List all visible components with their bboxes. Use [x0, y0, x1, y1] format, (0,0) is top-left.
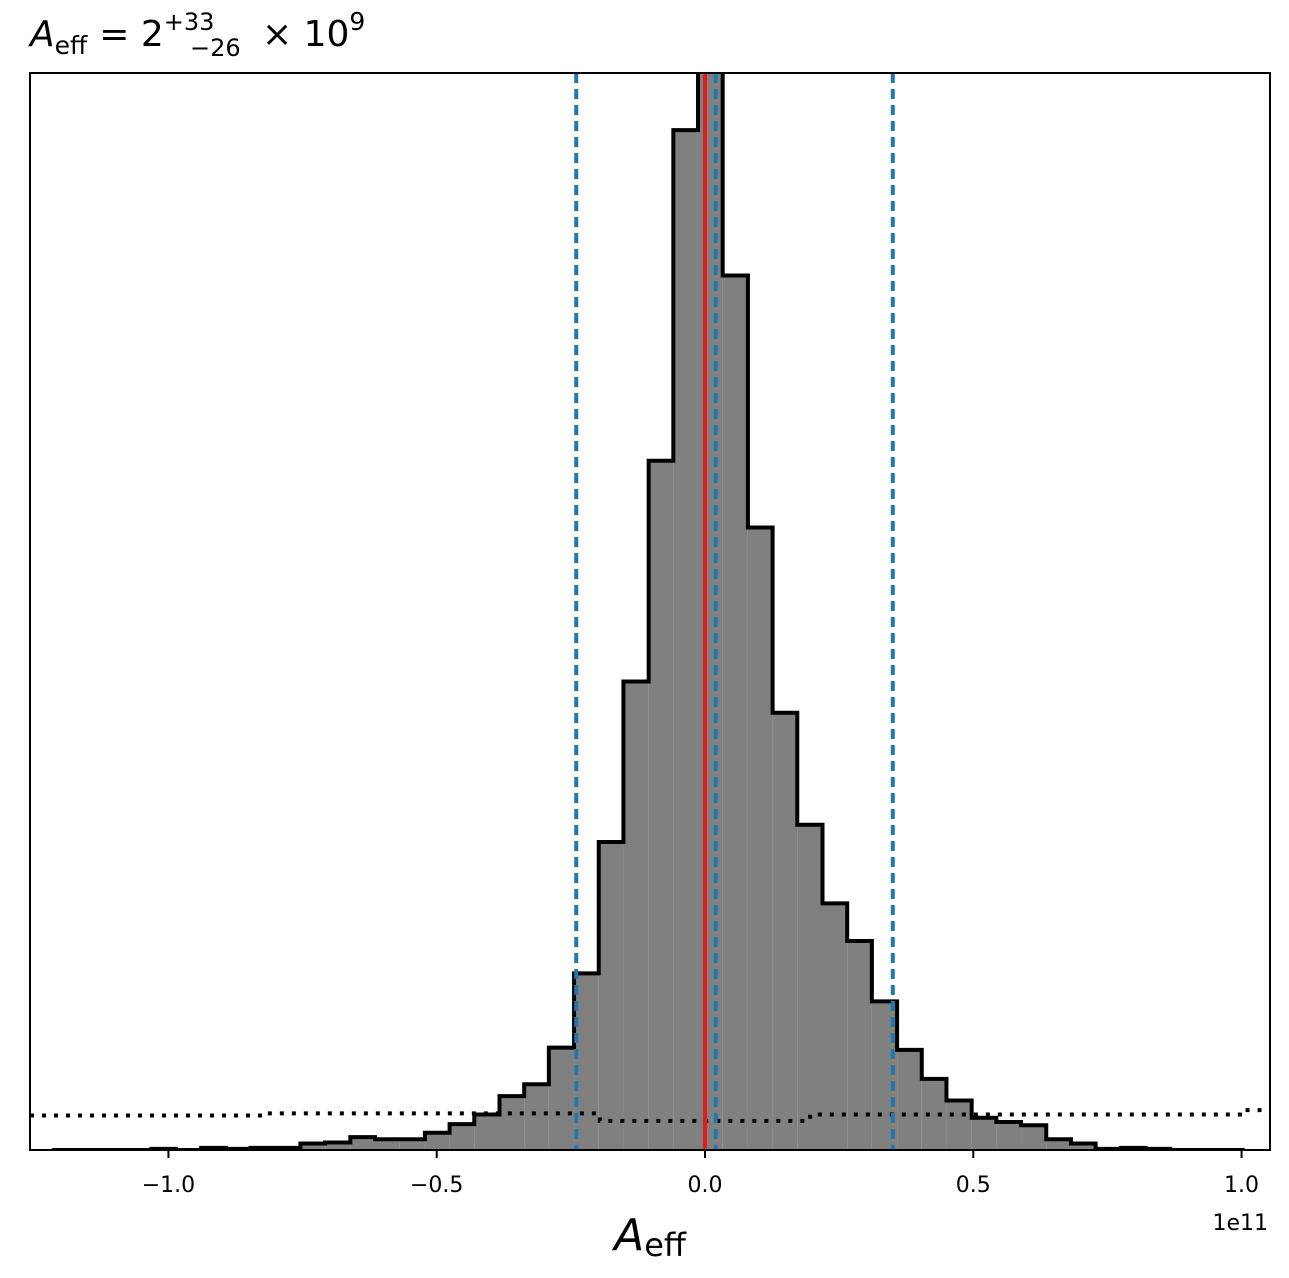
bar	[797, 824, 823, 1150]
title-symbol: A	[28, 14, 55, 55]
bar	[325, 1142, 351, 1150]
bar	[822, 903, 848, 1150]
x-offset-label: 1e11	[1212, 1211, 1268, 1236]
title-scale-text: × 109	[262, 7, 365, 55]
bar	[424, 1132, 450, 1150]
bar	[350, 1137, 376, 1150]
bar	[474, 1114, 500, 1150]
bar	[598, 841, 624, 1150]
bar	[1070, 1143, 1096, 1150]
bar	[524, 1084, 549, 1150]
x-axis-label: Aeff	[611, 1210, 687, 1264]
xlabel-symbol: A	[611, 1210, 644, 1261]
x-tick-label: 0.0	[687, 1173, 722, 1198]
x-tick-label: 0.5	[956, 1173, 991, 1198]
title-lower: −26	[190, 34, 241, 62]
plot-area	[30, 73, 1270, 1150]
bar	[847, 941, 872, 1150]
bar	[399, 1139, 425, 1150]
bar	[300, 1143, 326, 1150]
bar	[996, 1121, 1022, 1150]
chart-title: Aeff = 2+33	[28, 8, 214, 60]
bar	[971, 1117, 997, 1150]
title-exponent: 9	[349, 7, 365, 36]
bar	[772, 712, 798, 1150]
title-value: = 2	[99, 14, 164, 55]
axes-frame	[29, 72, 1271, 1151]
x-tick-label: −1.0	[142, 1173, 195, 1198]
bar	[375, 1139, 400, 1150]
bar	[449, 1124, 475, 1150]
bar	[499, 1096, 525, 1150]
bar	[747, 527, 773, 1150]
bar	[574, 973, 599, 1150]
title-scale: × 10	[262, 14, 349, 55]
bar	[921, 1078, 947, 1150]
bar	[623, 681, 649, 1150]
bar	[648, 460, 674, 1150]
bar	[1046, 1139, 1071, 1150]
bar	[698, 73, 723, 1150]
histogram-outline	[51, 73, 1245, 1150]
bar	[673, 130, 699, 1150]
xlabel-subscript: eff	[644, 1226, 687, 1264]
bar	[946, 1100, 972, 1150]
title-subscript: eff	[55, 31, 88, 60]
bar	[722, 275, 748, 1150]
bar	[897, 1049, 922, 1150]
bar	[1021, 1125, 1047, 1150]
x-tick-label: −0.5	[410, 1173, 463, 1198]
bar	[548, 1047, 575, 1150]
title-upper: +33	[164, 8, 215, 36]
x-tick-label: 1.0	[1224, 1173, 1259, 1198]
